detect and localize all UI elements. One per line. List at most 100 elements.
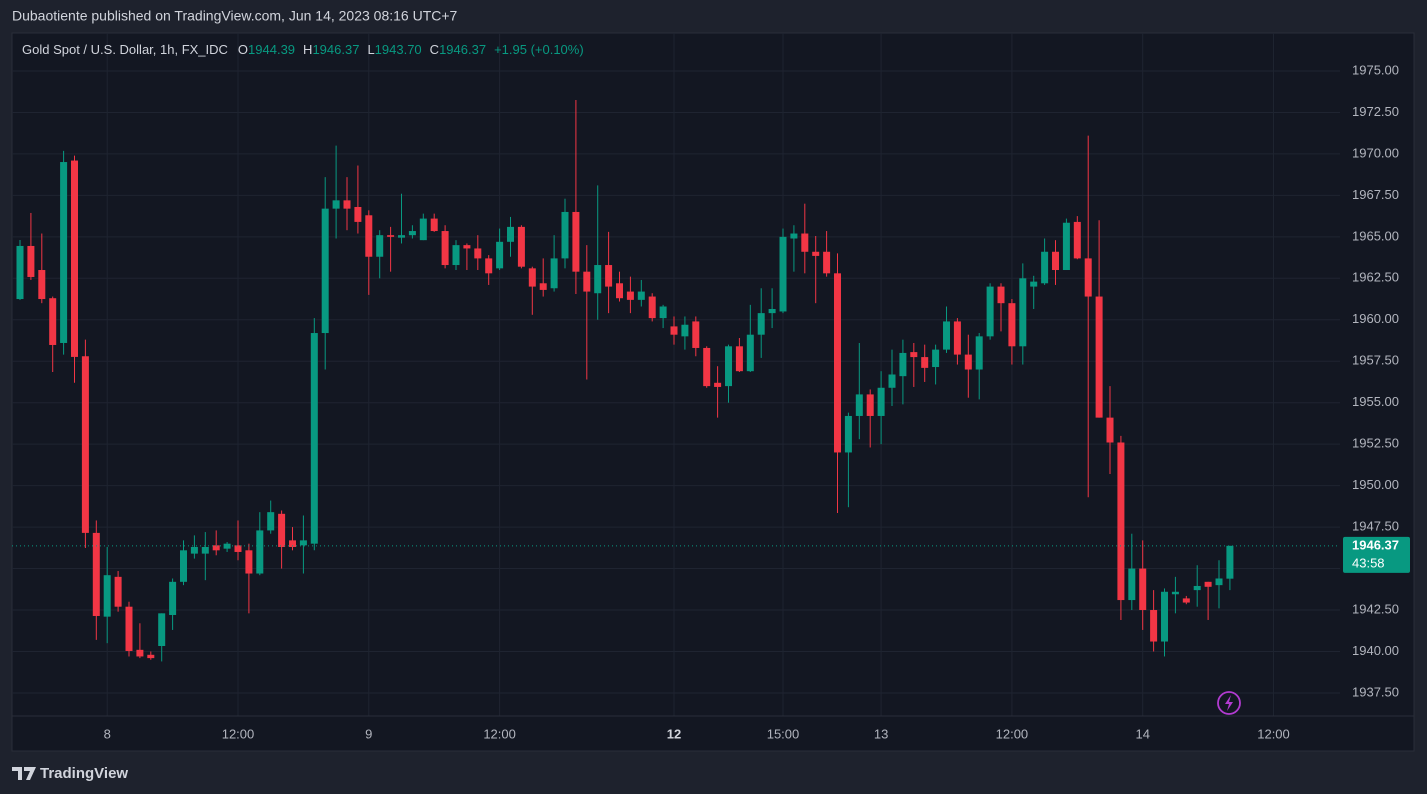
readout-key: L bbox=[367, 42, 374, 57]
candle-body bbox=[932, 349, 940, 368]
candle-body bbox=[71, 160, 79, 357]
candles bbox=[12, 100, 1340, 662]
x-tick-label: 12:00 bbox=[996, 726, 1029, 741]
candle-body bbox=[496, 241, 504, 269]
candle-body bbox=[757, 313, 765, 335]
y-tick-label: 1950.00 bbox=[1352, 477, 1399, 492]
candle-body bbox=[452, 245, 460, 266]
candle-body bbox=[463, 245, 471, 249]
candle-body bbox=[1030, 281, 1038, 287]
candle-body bbox=[550, 258, 558, 289]
candle-body bbox=[1139, 568, 1147, 611]
x-tick-label: 12 bbox=[667, 726, 681, 741]
x-tick-label: 12:00 bbox=[483, 726, 516, 741]
candle-body bbox=[877, 387, 885, 416]
readout-value: 1944.39 bbox=[248, 42, 295, 57]
candle-body bbox=[103, 575, 111, 617]
candle-body bbox=[692, 321, 700, 348]
candle-body bbox=[354, 206, 362, 222]
candle-body bbox=[60, 162, 68, 343]
candle-body bbox=[572, 211, 580, 272]
candle-body bbox=[1019, 278, 1027, 347]
candle-body bbox=[256, 530, 264, 574]
candle-body bbox=[583, 271, 591, 292]
candle-body bbox=[1008, 303, 1016, 347]
candle-body bbox=[1106, 417, 1114, 443]
x-tick-label: 12:00 bbox=[1257, 726, 1290, 741]
candle-body bbox=[16, 245, 24, 300]
y-tick-label: 1957.50 bbox=[1352, 353, 1399, 368]
candle-body bbox=[81, 356, 89, 533]
candle-body bbox=[735, 346, 743, 372]
alert-icon[interactable] bbox=[1217, 691, 1241, 715]
y-tick-label: 1962.50 bbox=[1352, 270, 1399, 285]
candle-body bbox=[561, 211, 569, 259]
candle-body bbox=[289, 540, 297, 547]
readout-key: H bbox=[303, 42, 312, 57]
candle-body bbox=[234, 545, 242, 552]
candle-body bbox=[1215, 578, 1223, 586]
symbol-title: Gold Spot / U.S. Dollar, 1h, FX_IDC bbox=[22, 42, 228, 57]
y-tick-label: 1937.50 bbox=[1352, 684, 1399, 699]
candle-body bbox=[299, 540, 307, 546]
candle-body bbox=[136, 649, 144, 657]
candle-body bbox=[212, 545, 220, 551]
candle-body bbox=[801, 233, 809, 252]
candle-body bbox=[594, 265, 602, 294]
candle-body bbox=[1117, 442, 1125, 601]
candle-body bbox=[605, 265, 613, 287]
candle-body bbox=[964, 354, 972, 370]
x-tick-label: 9 bbox=[365, 726, 372, 741]
candle-body bbox=[997, 286, 1005, 304]
candle-body bbox=[790, 233, 798, 239]
readout-value: 1943.70 bbox=[375, 42, 422, 57]
candle-body bbox=[1095, 296, 1103, 418]
candle-body bbox=[943, 321, 951, 350]
x-tick-label: 8 bbox=[104, 726, 111, 741]
candle-body bbox=[953, 321, 961, 355]
y-tick-label: 1975.00 bbox=[1352, 62, 1399, 77]
x-tick-label: 12:00 bbox=[222, 726, 255, 741]
candle-body bbox=[245, 550, 253, 574]
candle-body bbox=[507, 226, 515, 242]
candle-body bbox=[430, 218, 438, 232]
candle-body bbox=[92, 532, 100, 616]
candle-body bbox=[1062, 222, 1070, 271]
last-price-label: 1946.37 bbox=[1352, 537, 1399, 552]
candle-body bbox=[844, 415, 852, 453]
axes: 1937.501940.001942.501945.001947.501950.… bbox=[104, 62, 1410, 741]
candle-body bbox=[779, 236, 787, 312]
candle-body bbox=[616, 283, 624, 299]
candle-body bbox=[474, 248, 482, 259]
candle-body bbox=[387, 235, 395, 237]
candle-body bbox=[659, 306, 667, 319]
x-tick-label: 13 bbox=[874, 726, 888, 741]
y-tick-label: 1967.50 bbox=[1352, 187, 1399, 202]
candle-body bbox=[812, 251, 820, 256]
y-tick-label: 1972.50 bbox=[1352, 104, 1399, 119]
candle-body bbox=[888, 374, 896, 388]
candle-body bbox=[1182, 598, 1190, 603]
last-price-tag bbox=[1343, 536, 1410, 573]
candle-body bbox=[1084, 258, 1092, 297]
candle-body bbox=[910, 352, 918, 358]
y-tick-label: 1947.50 bbox=[1352, 519, 1399, 534]
readout-change: +1.95 (+0.10%) bbox=[494, 42, 584, 57]
y-tick-label: 1970.00 bbox=[1352, 145, 1399, 160]
candle-body bbox=[332, 200, 340, 209]
chart-pane bbox=[11, 32, 1415, 752]
candle-body bbox=[1052, 251, 1060, 271]
candle-body bbox=[714, 382, 722, 387]
readout-key: C bbox=[430, 42, 439, 57]
candle-body bbox=[485, 258, 493, 274]
candle-body bbox=[703, 347, 711, 387]
candle-body bbox=[539, 283, 547, 290]
candle-body bbox=[1041, 251, 1049, 284]
candle-body bbox=[419, 218, 427, 241]
candle-body bbox=[49, 298, 57, 345]
candle-body bbox=[1161, 591, 1169, 642]
candle-body bbox=[528, 268, 536, 287]
candle-body bbox=[201, 546, 209, 554]
candle-body bbox=[648, 296, 656, 319]
